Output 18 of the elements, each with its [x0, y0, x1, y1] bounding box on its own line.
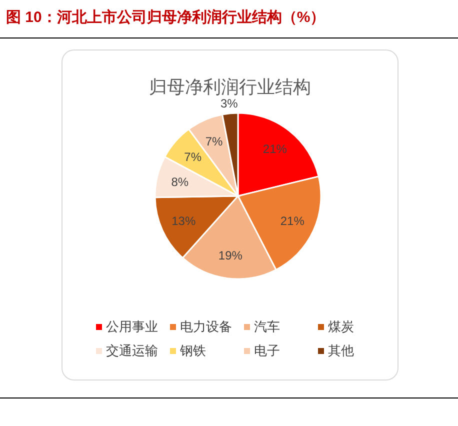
legend-label: 汽车 [254, 319, 280, 334]
legend-label: 煤炭 [328, 319, 354, 334]
data-label: 21% [262, 142, 288, 156]
legend-label: 其他 [328, 343, 354, 358]
data-label: 3% [220, 96, 238, 110]
data-label: 21% [280, 214, 305, 228]
legend-label: 交通运输 [106, 343, 158, 358]
legend-label: 公用事业 [106, 319, 158, 334]
data-label: 19% [218, 248, 243, 262]
chart-title: 图 10：河北上市公司归母净利润行业结构（%） [6, 8, 326, 26]
data-label: 7% [184, 150, 202, 164]
chart-subtitle: 归母净利润行业结构 [149, 77, 311, 97]
legend-label: 电力设备 [180, 319, 232, 334]
data-label: 7% [205, 134, 224, 148]
legend-label: 电子 [254, 343, 280, 358]
data-label: 13% [172, 214, 196, 228]
data-label: 8% [171, 174, 189, 189]
legend-label: 钢铁 [179, 343, 206, 358]
